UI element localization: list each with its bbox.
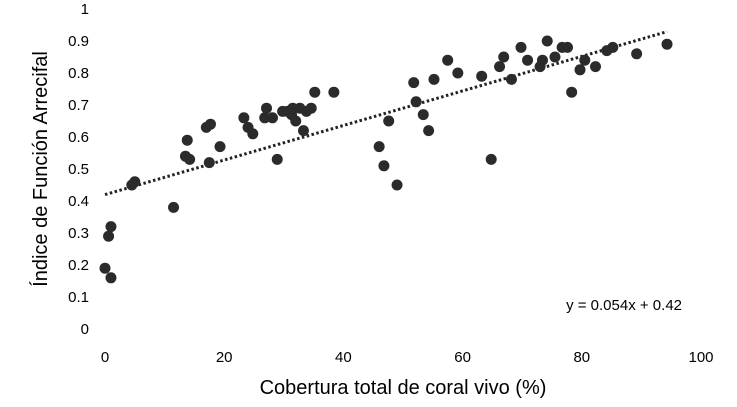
y-tick-label: 0.9 bbox=[68, 33, 89, 50]
data-point bbox=[99, 262, 111, 274]
x-tick-label: 40 bbox=[335, 349, 352, 366]
data-point bbox=[391, 179, 403, 191]
x-tick-label: 80 bbox=[573, 349, 590, 366]
data-point bbox=[607, 41, 619, 53]
data-point bbox=[417, 109, 429, 121]
data-point bbox=[105, 221, 117, 233]
data-point bbox=[505, 73, 517, 85]
data-point bbox=[452, 67, 464, 79]
y-axis-ticks: 0 0.1 0.2 0.3 0.4 0.5 0.6 0.7 0.8 0.9 1 bbox=[68, 1, 89, 338]
data-point bbox=[515, 41, 527, 53]
data-points bbox=[99, 35, 673, 284]
x-axis-title: Cobertura total de coral vivo (%) bbox=[260, 377, 547, 399]
data-point bbox=[631, 48, 643, 60]
x-tick-label: 60 bbox=[454, 349, 471, 366]
data-point bbox=[203, 157, 215, 169]
data-point bbox=[410, 96, 422, 108]
data-point bbox=[428, 73, 440, 85]
data-point bbox=[561, 41, 573, 53]
trendline-equation: y = 0.054x + 0.42 bbox=[566, 297, 682, 314]
data-point bbox=[522, 54, 534, 66]
data-point bbox=[105, 272, 117, 284]
data-point bbox=[536, 54, 548, 66]
y-tick-label: 0.5 bbox=[68, 161, 89, 178]
data-point bbox=[261, 102, 273, 114]
x-tick-label: 100 bbox=[688, 349, 713, 366]
data-point bbox=[579, 54, 591, 66]
data-point bbox=[423, 125, 435, 137]
data-point bbox=[328, 86, 340, 98]
data-point bbox=[541, 35, 553, 47]
data-point bbox=[168, 201, 180, 213]
data-point bbox=[476, 70, 488, 82]
data-point bbox=[442, 54, 454, 66]
y-tick-label: 0.2 bbox=[68, 257, 89, 274]
data-point bbox=[661, 38, 673, 50]
y-tick-label: 1 bbox=[81, 1, 89, 18]
data-point bbox=[498, 51, 510, 63]
data-point bbox=[238, 112, 250, 124]
data-point bbox=[494, 61, 506, 73]
data-point bbox=[574, 64, 586, 76]
data-point bbox=[204, 118, 216, 130]
x-axis-ticks: 0 20 40 60 80 100 bbox=[101, 349, 714, 366]
y-tick-label: 0.8 bbox=[68, 65, 89, 82]
data-point bbox=[549, 51, 561, 63]
data-point bbox=[266, 112, 278, 124]
y-tick-label: 0.7 bbox=[68, 97, 89, 114]
data-point bbox=[214, 141, 226, 153]
data-point bbox=[485, 153, 497, 165]
y-tick-label: 0.4 bbox=[68, 193, 89, 210]
y-tick-label: 0.6 bbox=[68, 129, 89, 146]
y-tick-label: 0.1 bbox=[68, 289, 89, 306]
data-point bbox=[271, 153, 283, 165]
data-point bbox=[247, 128, 259, 140]
data-point bbox=[305, 102, 317, 114]
data-point bbox=[373, 141, 385, 153]
data-point bbox=[290, 115, 302, 127]
data-point bbox=[184, 153, 196, 165]
data-point bbox=[297, 125, 309, 137]
data-point bbox=[129, 176, 141, 188]
x-tick-label: 20 bbox=[216, 349, 233, 366]
data-point bbox=[378, 160, 390, 172]
x-tick-label: 0 bbox=[101, 349, 109, 366]
data-point bbox=[259, 112, 271, 124]
data-point bbox=[590, 61, 602, 73]
data-point bbox=[103, 230, 115, 242]
data-point bbox=[309, 86, 321, 98]
y-axis-title: Índice de Función Arrecifal bbox=[29, 51, 52, 287]
data-point bbox=[383, 115, 395, 127]
data-point bbox=[566, 86, 578, 98]
y-tick-label: 0.3 bbox=[68, 225, 89, 242]
data-point bbox=[181, 134, 193, 146]
data-point bbox=[408, 77, 420, 89]
y-tick-label: 0 bbox=[81, 321, 89, 338]
